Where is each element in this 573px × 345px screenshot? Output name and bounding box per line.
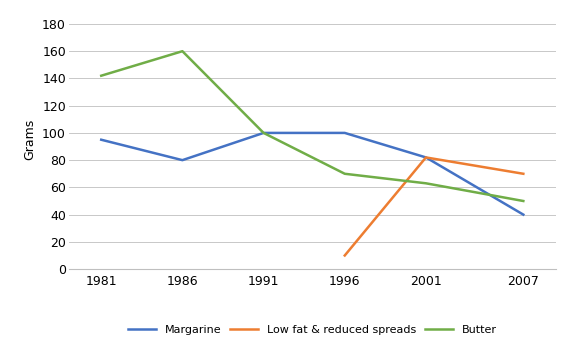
Legend: Margarine, Low fat & reduced spreads, Butter: Margarine, Low fat & reduced spreads, Bu… [124, 321, 500, 338]
Margarine [520, 213, 527, 217]
Y-axis label: Grams: Grams [23, 119, 37, 160]
Line: Margarine: Margarine [101, 133, 523, 215]
Butter [260, 131, 267, 135]
Margarine [98, 138, 105, 142]
Low fat & reduced spreads [422, 155, 429, 159]
Line: Butter: Butter [101, 51, 523, 201]
Butter [98, 73, 105, 78]
Butter [342, 172, 348, 176]
Margarine [179, 158, 186, 162]
Low fat & reduced spreads [342, 254, 348, 258]
Butter [422, 181, 429, 185]
Margarine [342, 131, 348, 135]
Low fat & reduced spreads [520, 172, 527, 176]
Butter [520, 199, 527, 203]
Butter [179, 49, 186, 53]
Margarine [422, 155, 429, 159]
Line: Low fat & reduced spreads: Low fat & reduced spreads [345, 157, 523, 256]
Margarine [260, 131, 267, 135]
